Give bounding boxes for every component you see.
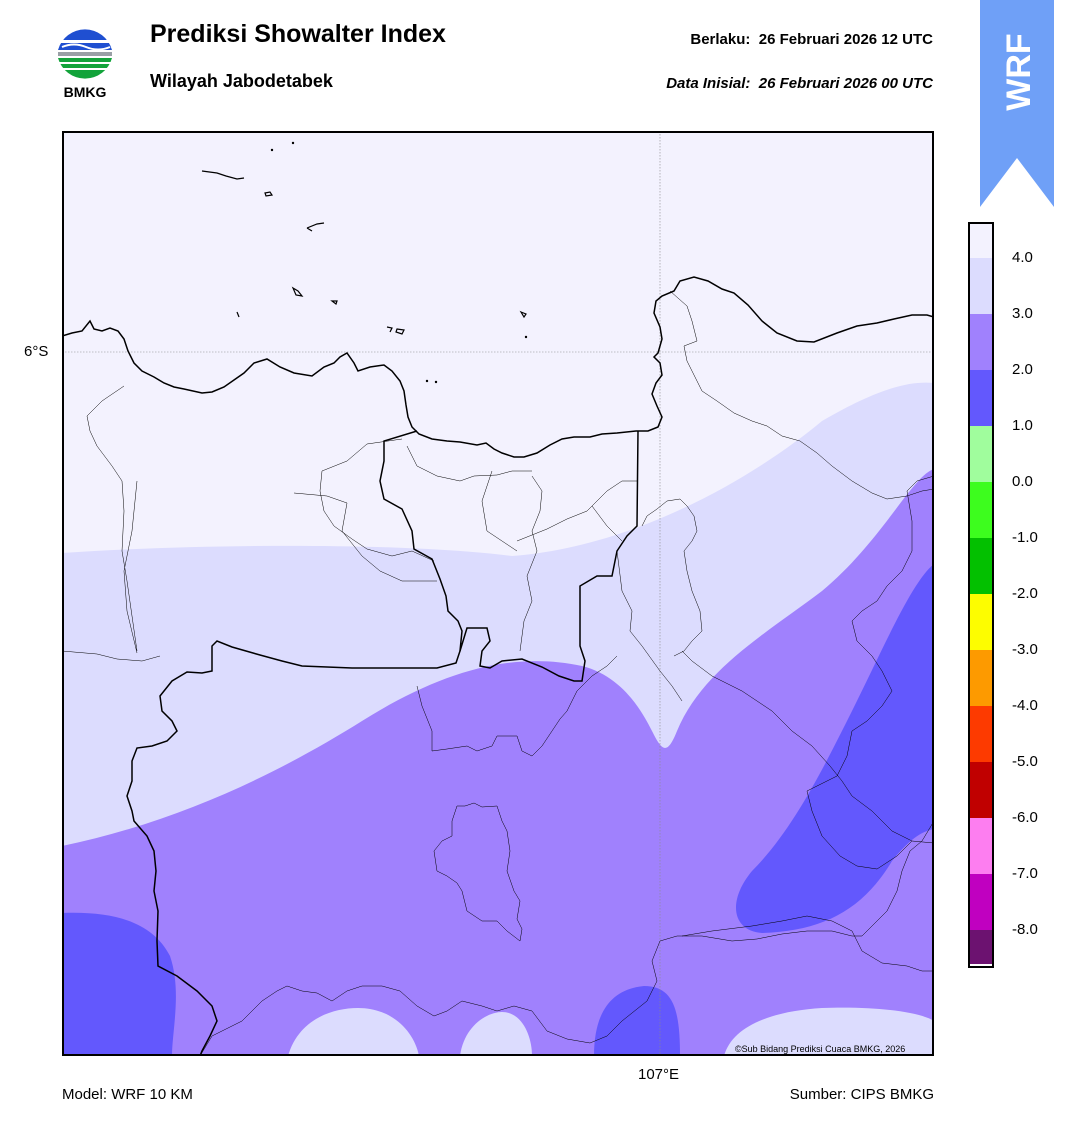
region-1-to-2 xyxy=(594,986,680,1056)
colorbar-segment xyxy=(970,370,992,426)
chart-title: Prediksi Showalter Index xyxy=(150,20,446,48)
colorbar-tick-label: 1.0 xyxy=(1012,417,1033,434)
island xyxy=(386,326,405,335)
province-border xyxy=(126,430,463,1056)
island xyxy=(519,310,527,319)
copyright-text: ©Sub Bidang Prediksi Cuaca BMKG, 2026 xyxy=(735,1044,906,1054)
colorbar-tick-label: -5.0 xyxy=(1012,753,1038,770)
island xyxy=(306,222,325,232)
colorbar-tick-label: -4.0 xyxy=(1012,697,1038,714)
wrf-badge-text: WRF xyxy=(1000,33,1038,110)
colorbar-segments xyxy=(970,224,994,964)
colorbar-segment xyxy=(970,650,992,706)
island xyxy=(270,148,274,152)
island xyxy=(425,379,429,383)
valid-time-value: 26 Februari 2026 12 UTC xyxy=(758,31,933,48)
colorbar-tick-label: -3.0 xyxy=(1012,641,1038,658)
island xyxy=(201,170,245,180)
colorbar-segment xyxy=(970,874,992,930)
logo-text: BMKG xyxy=(63,84,107,100)
province-border xyxy=(459,430,639,682)
latitude-label: 6°S xyxy=(24,343,49,360)
colorbar-segment xyxy=(970,314,992,370)
regency-borders xyxy=(62,290,934,1056)
colorbar-segment xyxy=(970,706,992,762)
colorbar-segment xyxy=(970,594,992,650)
showalter-map xyxy=(62,131,934,1056)
valid-label: Berlaku: xyxy=(690,31,751,48)
island xyxy=(524,335,528,339)
colorbar-segment xyxy=(970,818,992,874)
island xyxy=(291,286,304,297)
colorbar-segment xyxy=(970,538,992,594)
init-time: Data Inisial: 26 Februari 2026 00 UTC xyxy=(666,75,933,92)
longitude-label: 107°E xyxy=(638,1066,680,1083)
colorbar xyxy=(968,222,994,968)
init-time-value: 26 Februari 2026 00 UTC xyxy=(758,75,933,92)
colorbar-tick-label: -6.0 xyxy=(1012,809,1038,826)
colorbar-segment xyxy=(970,224,992,258)
colorbar-tick-label: 3.0 xyxy=(1012,305,1033,322)
valid-time: Berlaku: 26 Februari 2026 12 UTC xyxy=(690,31,933,48)
colorbar-tick-label: 4.0 xyxy=(1012,249,1033,266)
colorbar-segment xyxy=(970,482,992,538)
colorbar-segment xyxy=(970,762,992,818)
bmkg-logo-icon xyxy=(58,29,112,79)
region-1-to-2 xyxy=(735,564,934,933)
island xyxy=(236,311,240,318)
island xyxy=(291,141,295,145)
island xyxy=(330,300,338,305)
colorbar-tick-label: 0.0 xyxy=(1012,473,1033,490)
coastline xyxy=(62,276,934,458)
colorbar-tick-label: -2.0 xyxy=(1012,585,1038,602)
colorbar-tick-label: 2.0 xyxy=(1012,361,1033,378)
region-3-to-4 xyxy=(288,1008,419,1056)
colorbar-tick-label: -8.0 xyxy=(1012,921,1038,938)
init-label: Data Inisial: xyxy=(666,75,751,92)
region-2-to-3 xyxy=(62,469,934,1056)
island xyxy=(264,191,274,197)
region-1-to-2 xyxy=(62,912,176,1056)
source-info: Sumber: CIPS BMKG xyxy=(789,1086,934,1103)
svg-text:WRF: WRF xyxy=(1000,33,1038,110)
colorbar-segment xyxy=(970,426,992,482)
colorbar-segment xyxy=(970,258,992,314)
region-subtitle: Wilayah Jabodetabek xyxy=(150,71,333,91)
region-3-to-4 xyxy=(724,1007,934,1056)
colorbar-segment xyxy=(970,930,992,964)
island xyxy=(434,380,438,384)
colorbar-tick-label: -7.0 xyxy=(1012,865,1038,882)
model-info: Model: WRF 10 KM xyxy=(62,1086,193,1103)
region-3-to-4 xyxy=(460,1012,532,1056)
wrf-badge xyxy=(980,0,1054,207)
colorbar-tick-label: -1.0 xyxy=(1012,529,1038,546)
